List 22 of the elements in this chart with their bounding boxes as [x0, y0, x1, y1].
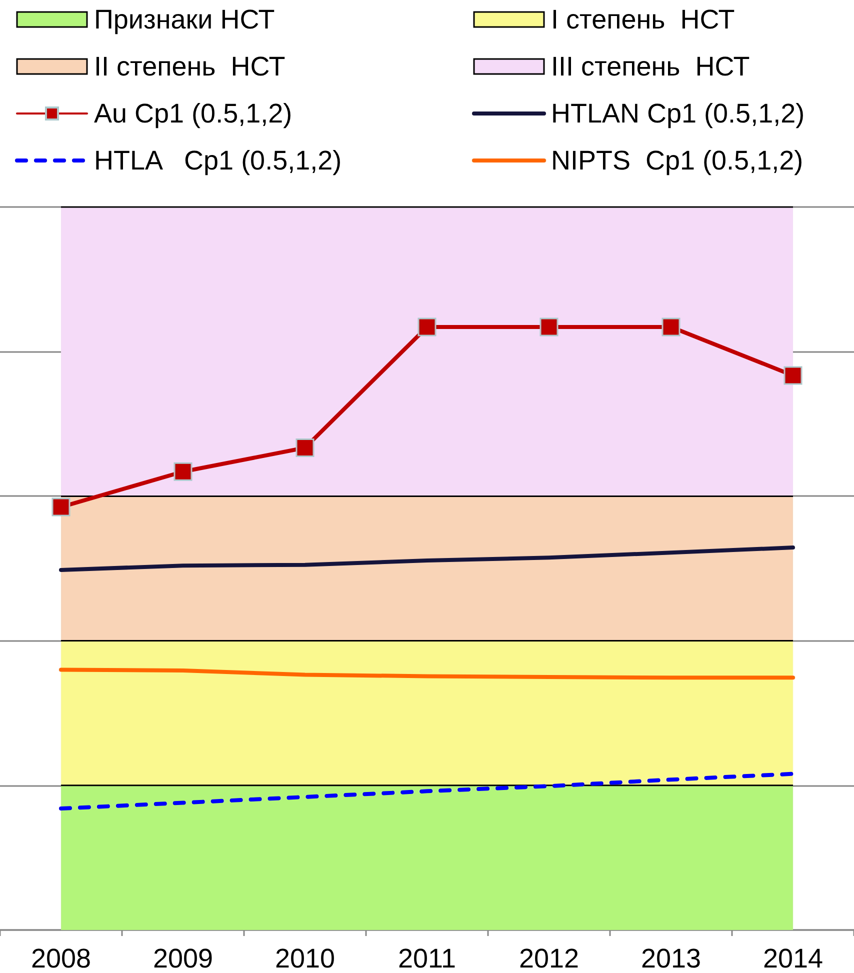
point — [784, 366, 802, 385]
legend-label: I степень НСТ — [551, 4, 735, 34]
legend-label: HTLA Cp1 (0.5,1,2) — [94, 146, 342, 176]
legend-label: II степень НСТ — [94, 52, 286, 82]
point — [662, 318, 680, 336]
legend-label: III степень НСТ — [551, 52, 750, 82]
x-tick-label: 2013 — [640, 944, 702, 973]
legend-label: Признаки НСТ — [94, 4, 275, 34]
legend-label: HTLAN Cp1 (0.5,1,2) — [551, 98, 805, 128]
point — [418, 318, 436, 336]
point — [540, 318, 558, 336]
point — [174, 462, 192, 481]
x-tick-label: 2008 — [30, 944, 92, 973]
point — [52, 498, 70, 516]
legend-label: Au Cp1 (0.5,1,2) — [94, 98, 292, 128]
x-tick-label: 2009 — [152, 944, 214, 973]
x-tick-label: 2014 — [762, 944, 824, 973]
x-tick-label: 2010 — [274, 944, 336, 973]
x-tick-label: 2012 — [518, 944, 580, 973]
x-tick-label: 2011 — [398, 944, 456, 973]
point — [296, 438, 314, 458]
legend-label: NIPTS Cp1 (0.5,1,2) — [551, 146, 804, 176]
